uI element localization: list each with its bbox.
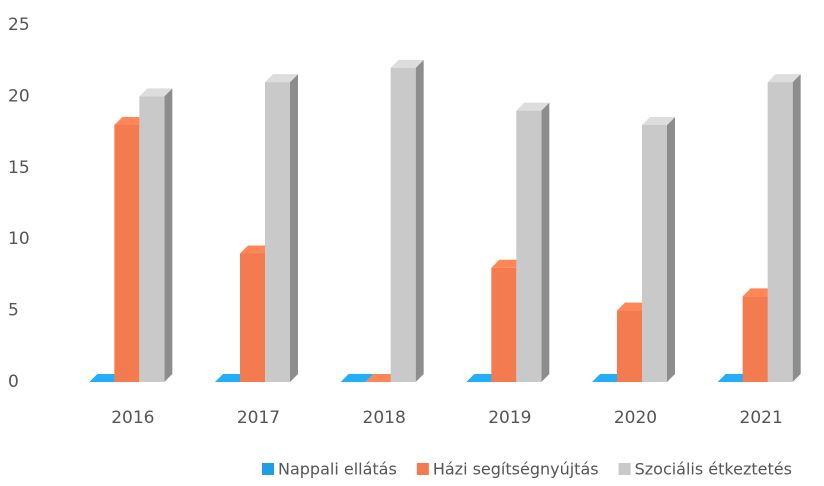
y-tick-label: 10: [8, 229, 30, 249]
bar-top: [139, 88, 173, 97]
bar-front: [767, 82, 793, 383]
legend-label: Szociális étkeztetés: [635, 460, 792, 479]
bar-top: [265, 74, 298, 83]
bar-top: [617, 302, 650, 311]
bar-front: [390, 67, 416, 382]
bar-top: [717, 374, 751, 382]
bar: [767, 74, 801, 383]
bar: [642, 116, 675, 383]
bar-side: [415, 59, 424, 383]
x-tick-label: 2021: [740, 408, 783, 428]
x-tick-label: 2020: [614, 408, 657, 428]
x-tick-label: 2018: [363, 408, 406, 428]
bar-front: [491, 267, 517, 382]
bar-top: [592, 374, 625, 382]
bar-top: [767, 74, 801, 83]
bar-top: [516, 102, 550, 111]
x-tick-label: 2016: [111, 408, 154, 428]
x-tick-label: 2019: [488, 408, 531, 428]
legend-swatch: [262, 463, 274, 475]
y-tick-label: 15: [8, 158, 30, 178]
legend-swatch: [618, 463, 631, 475]
bar-side: [667, 116, 675, 383]
bar: [365, 374, 399, 382]
bar-side: [290, 74, 298, 383]
bar-top: [491, 259, 525, 268]
y-tick-label: 25: [8, 15, 30, 35]
bar-top: [215, 374, 248, 382]
bar-front: [114, 124, 140, 383]
bar: [717, 374, 751, 382]
bar-top: [365, 374, 399, 382]
bar-side: [792, 74, 801, 383]
y-tick-label: 0: [8, 372, 19, 392]
bar-top: [240, 245, 273, 254]
bar: [340, 374, 374, 382]
y-tick-label: 5: [8, 301, 19, 321]
legend-label: Nappali ellátás: [278, 460, 397, 479]
bar-top: [390, 59, 424, 68]
bar-front: [617, 310, 642, 382]
bar-front: [642, 124, 667, 383]
bar-top: [114, 116, 148, 125]
bar-front: [240, 253, 265, 382]
x-tick-label: 2017: [237, 408, 280, 428]
legend-swatch: [416, 463, 429, 475]
bar: [139, 88, 173, 383]
bar: [592, 374, 625, 382]
bar: [466, 374, 500, 382]
bar-top: [89, 374, 123, 382]
bar-top: [642, 116, 675, 125]
bar: [516, 102, 550, 383]
bar-front: [139, 96, 165, 383]
bar-front: [516, 110, 542, 383]
bar: [390, 59, 424, 383]
legend-label: Házi segítségnyújtás: [433, 460, 599, 479]
bar-side: [541, 102, 550, 383]
bar: [89, 374, 123, 382]
bar-top: [340, 374, 374, 382]
bar-top: [742, 288, 776, 297]
bar-front: [265, 82, 290, 383]
bar: [265, 74, 298, 383]
bar-front: [742, 296, 768, 382]
bar-top: [466, 374, 500, 382]
y-tick-label: 20: [8, 86, 30, 106]
bar-side: [164, 88, 173, 383]
bar: [215, 374, 248, 382]
